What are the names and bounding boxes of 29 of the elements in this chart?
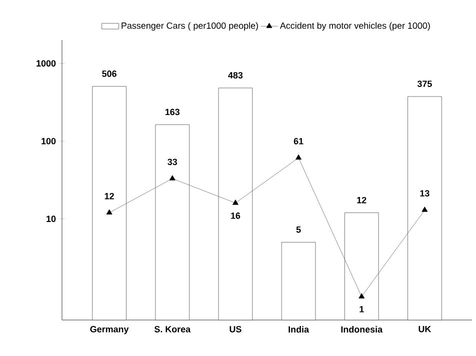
data-label: 483 [228,72,243,78]
data-label: 61 [294,138,304,144]
y-tick-label: 1000 [36,60,56,67]
x-tick-label: Indonesia [341,326,383,333]
x-tick-label: UK [418,326,432,332]
x-tick-label: India [288,326,310,333]
x-tick-label: S. Korea [154,326,191,332]
data-label: 16 [231,212,240,219]
data-label: 163 [165,108,180,116]
point [232,200,238,205]
data-label: 33 [168,158,178,166]
y-tick-label: 10 [46,216,56,222]
y-tick-label: 100 [42,138,56,144]
data-label: 375 [417,80,432,88]
legend-label: Accident by motor vehicles (per 1000) [280,22,430,31]
x-tick-label: Germany [90,326,129,334]
point [296,154,302,160]
point [358,293,365,298]
legend-label: Passenger Cars ( per1000 people) [122,22,258,31]
point [422,206,428,212]
point [106,209,112,214]
data-label: 1 [360,306,364,312]
data-label: 12 [357,196,366,204]
x-tick-label: US [230,326,242,332]
data-label: 12 [104,192,114,200]
data-label: 506 [102,70,116,77]
data-label: 13 [420,190,430,197]
data-label: 5 [296,226,301,233]
point [169,175,176,180]
